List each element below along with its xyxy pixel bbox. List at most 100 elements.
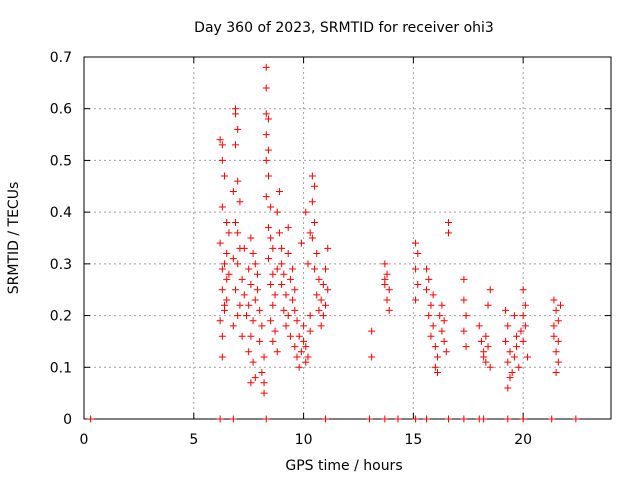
data-point xyxy=(278,260,286,268)
data-point xyxy=(517,327,525,335)
data-point xyxy=(218,156,226,164)
data-point xyxy=(262,415,270,423)
grid xyxy=(84,57,611,419)
data-point xyxy=(218,141,226,149)
data-point xyxy=(232,141,240,149)
data-point xyxy=(504,322,512,330)
data-point xyxy=(440,317,448,325)
data-point xyxy=(324,244,332,252)
data-point xyxy=(251,374,259,382)
data-point xyxy=(423,415,431,423)
data-point xyxy=(300,322,308,330)
data-point xyxy=(256,306,264,314)
data-point xyxy=(381,415,389,423)
data-point xyxy=(236,198,244,206)
data-point xyxy=(295,363,303,371)
data-point xyxy=(271,327,279,335)
data-point xyxy=(438,327,446,335)
data-point xyxy=(311,182,319,190)
data-point xyxy=(269,270,277,278)
data-point xyxy=(282,322,290,330)
data-point xyxy=(423,265,431,273)
y-tick-label: 0.1 xyxy=(50,360,72,376)
data-point xyxy=(262,110,270,118)
data-point xyxy=(368,353,376,361)
data-point xyxy=(519,415,527,423)
data-point xyxy=(524,353,532,361)
data-point xyxy=(306,312,314,320)
x-tick-label: 5 xyxy=(189,432,198,448)
data-point xyxy=(308,198,316,206)
data-point xyxy=(234,177,242,185)
data-point xyxy=(293,317,301,325)
data-point xyxy=(550,296,558,304)
data-point xyxy=(264,115,272,123)
data-point xyxy=(245,301,253,309)
y-tick-label: 0.7 xyxy=(50,50,72,66)
data-point xyxy=(218,203,226,211)
data-point xyxy=(284,250,292,258)
data-point xyxy=(234,312,242,320)
data-point xyxy=(229,255,237,263)
data-point xyxy=(322,265,330,273)
data-point xyxy=(311,265,319,273)
data-point xyxy=(442,348,450,356)
data-point xyxy=(249,250,257,258)
data-point xyxy=(414,281,422,289)
data-point xyxy=(275,229,283,237)
x-tick-label: 0 xyxy=(80,432,89,448)
data-point xyxy=(249,358,257,366)
y-tick-label: 0.4 xyxy=(50,205,72,221)
data-point xyxy=(234,125,242,133)
data-point xyxy=(253,286,261,294)
data-point xyxy=(273,208,281,216)
y-tick-label: 0.2 xyxy=(50,309,72,325)
data-point xyxy=(319,281,327,289)
data-point xyxy=(548,415,556,423)
data-point xyxy=(302,208,310,216)
data-point xyxy=(229,415,237,423)
data-point xyxy=(262,131,270,139)
data-point xyxy=(460,415,468,423)
data-point xyxy=(414,250,422,258)
data-point xyxy=(278,281,286,289)
data-point xyxy=(289,296,297,304)
data-point xyxy=(218,353,226,361)
data-point xyxy=(440,337,448,345)
data-point xyxy=(297,348,305,356)
data-point xyxy=(304,260,312,268)
data-point xyxy=(324,286,332,294)
data-point xyxy=(291,343,299,351)
data-point xyxy=(460,275,468,283)
plot-frame xyxy=(83,56,612,420)
data-point xyxy=(249,317,257,325)
data-point xyxy=(308,234,316,242)
data-point xyxy=(247,281,255,289)
x-tick-label: 15 xyxy=(404,432,422,448)
data-point xyxy=(381,275,389,283)
data-point xyxy=(515,363,523,371)
data-point xyxy=(280,306,288,314)
data-point xyxy=(519,337,527,345)
data-point xyxy=(385,286,393,294)
data-point xyxy=(306,327,314,335)
data-point xyxy=(302,343,310,351)
data-point xyxy=(232,110,240,118)
data-point xyxy=(508,368,516,376)
data-point xyxy=(223,218,231,226)
data-point xyxy=(225,270,233,278)
data-point xyxy=(322,415,330,423)
data-point xyxy=(477,337,485,345)
data-point xyxy=(280,270,288,278)
data-point xyxy=(297,239,305,247)
data-point xyxy=(572,415,580,423)
data-point xyxy=(238,332,246,340)
data-point xyxy=(412,415,420,423)
data-point xyxy=(521,322,529,330)
data-point xyxy=(313,291,321,299)
data-point xyxy=(251,260,259,268)
data-point xyxy=(273,265,281,273)
data-point xyxy=(245,348,253,356)
data-point xyxy=(412,239,420,247)
